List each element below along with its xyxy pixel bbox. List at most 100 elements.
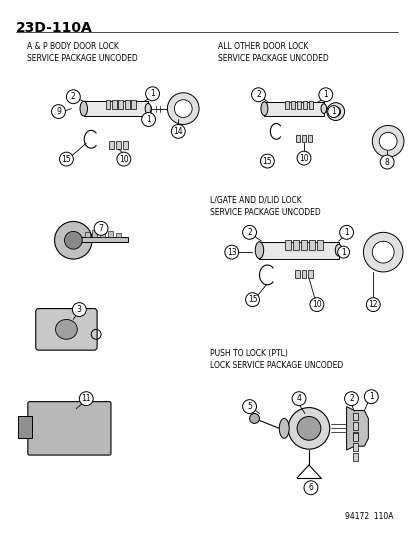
Ellipse shape — [279, 418, 288, 438]
Ellipse shape — [255, 242, 263, 259]
Bar — [307, 135, 311, 142]
Text: 1: 1 — [368, 392, 373, 401]
Bar — [109, 141, 114, 149]
Bar — [123, 141, 128, 149]
Circle shape — [260, 154, 274, 168]
Circle shape — [297, 416, 320, 440]
Text: 8: 8 — [384, 158, 389, 166]
Bar — [301, 135, 305, 142]
Bar — [264, 102, 323, 116]
Text: L/GATE AND D/LID LOCK
SERVICE PACKAGE UNCODED: L/GATE AND D/LID LOCK SERVICE PACKAGE UN… — [209, 196, 320, 216]
FancyBboxPatch shape — [36, 309, 97, 350]
Bar — [296, 101, 301, 109]
Bar — [351, 453, 358, 461]
Bar — [284, 101, 289, 109]
Circle shape — [242, 400, 256, 414]
Circle shape — [378, 132, 396, 150]
Text: 2: 2 — [256, 90, 260, 99]
Bar — [351, 443, 358, 451]
Bar — [125, 100, 129, 109]
Bar — [108, 231, 113, 237]
Bar — [316, 240, 322, 250]
Ellipse shape — [320, 104, 326, 114]
Circle shape — [141, 112, 155, 126]
Text: PUSH TO LOCK (PTL)
LOCK SERVICE PACKAGE UNCODED: PUSH TO LOCK (PTL) LOCK SERVICE PACKAGE … — [209, 349, 342, 370]
Text: 2: 2 — [247, 228, 252, 237]
Text: A & P BODY DOOR LOCK
SERVICE PACKAGE UNCODED: A & P BODY DOOR LOCK SERVICE PACKAGE UNC… — [27, 42, 137, 63]
Text: 15: 15 — [247, 295, 257, 304]
Text: 9: 9 — [56, 107, 61, 116]
Bar — [85, 232, 90, 237]
Text: 14: 14 — [173, 127, 183, 136]
Bar — [92, 230, 97, 237]
Text: ALL OTHER DOOR LOCK
SERVICE PACKAGE UNCODED: ALL OTHER DOOR LOCK SERVICE PACKAGE UNCO… — [217, 42, 328, 63]
Text: 23D-110A: 23D-110A — [16, 20, 93, 35]
Bar — [294, 270, 299, 278]
Circle shape — [379, 155, 393, 169]
Circle shape — [287, 408, 329, 449]
Circle shape — [251, 88, 265, 102]
Circle shape — [59, 152, 73, 166]
Text: 7: 7 — [98, 224, 103, 233]
Bar — [131, 100, 136, 109]
Bar — [290, 101, 294, 109]
Text: 94172  110A: 94172 110A — [344, 512, 392, 521]
Text: 1: 1 — [323, 90, 328, 99]
Text: 1: 1 — [343, 228, 348, 237]
Text: 1: 1 — [340, 248, 345, 257]
Bar — [100, 232, 105, 237]
Text: 2: 2 — [71, 92, 76, 101]
Bar — [351, 433, 358, 441]
Text: 1: 1 — [146, 115, 151, 124]
Circle shape — [371, 241, 393, 263]
Circle shape — [330, 107, 340, 117]
FancyBboxPatch shape — [28, 402, 111, 455]
Ellipse shape — [260, 102, 267, 116]
Circle shape — [224, 245, 238, 259]
Ellipse shape — [55, 319, 77, 340]
Text: 13: 13 — [226, 248, 236, 257]
Circle shape — [55, 221, 92, 259]
Text: 15: 15 — [62, 155, 71, 164]
Text: 12: 12 — [368, 300, 377, 309]
Bar — [118, 100, 123, 109]
Bar — [301, 270, 306, 278]
Circle shape — [52, 104, 65, 118]
Circle shape — [297, 151, 310, 165]
Bar — [308, 101, 312, 109]
Circle shape — [292, 392, 305, 406]
Ellipse shape — [335, 244, 341, 256]
Bar — [351, 432, 358, 440]
Text: 4: 4 — [296, 394, 301, 403]
Bar — [112, 100, 116, 109]
Polygon shape — [346, 407, 368, 450]
Bar — [308, 270, 313, 278]
Bar — [351, 413, 358, 421]
Circle shape — [66, 90, 80, 103]
Ellipse shape — [145, 103, 151, 114]
Circle shape — [167, 93, 199, 124]
Circle shape — [327, 106, 339, 117]
Circle shape — [339, 225, 353, 239]
Circle shape — [64, 231, 82, 249]
Circle shape — [242, 225, 256, 239]
Text: 1: 1 — [330, 107, 335, 116]
Circle shape — [309, 298, 323, 312]
Text: 10: 10 — [299, 154, 308, 163]
Text: 6: 6 — [308, 483, 313, 492]
Polygon shape — [78, 237, 128, 242]
Circle shape — [371, 125, 403, 157]
Bar — [285, 240, 290, 250]
Circle shape — [174, 100, 192, 117]
Bar — [295, 135, 299, 142]
Circle shape — [363, 390, 377, 403]
Circle shape — [326, 103, 344, 120]
Bar — [105, 100, 110, 109]
Text: 10: 10 — [119, 155, 128, 164]
Bar — [308, 240, 314, 250]
Text: 3: 3 — [77, 305, 81, 314]
Circle shape — [318, 88, 332, 102]
Text: 15: 15 — [262, 157, 271, 166]
Circle shape — [171, 124, 185, 138]
Circle shape — [79, 392, 93, 406]
